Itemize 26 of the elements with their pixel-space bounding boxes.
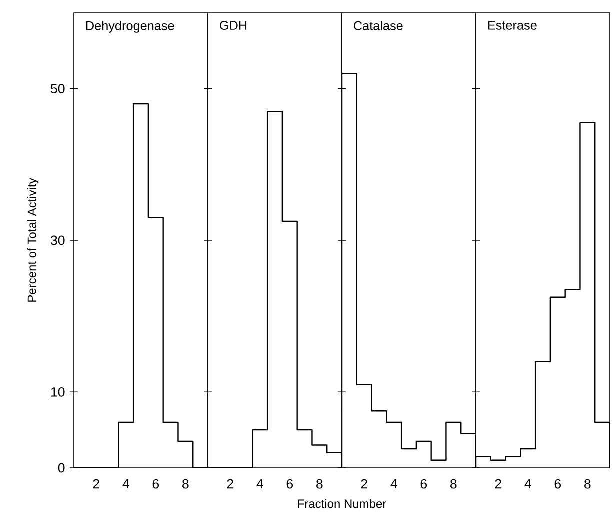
y-tick-label: 10 [51,387,65,397]
y-tick-label: 30 [50,236,65,246]
x-tick-label: 8 [182,479,189,489]
y-axis-title: Percent of Total Activity [27,178,39,302]
x-tick-label: 2 [227,479,234,489]
x-tick-label: 2 [495,479,502,489]
x-tick-label: 8 [450,479,457,489]
y-tick-label: 0 [58,463,65,473]
x-tick-label: 6 [152,479,160,489]
x-tick-label: 4 [390,479,398,489]
x-tick-label: 4 [122,479,130,489]
x-tick-label: 4 [256,479,264,489]
text: Catalase [354,21,403,30]
x-tick-label: 4 [524,479,532,489]
x-axis-title: Fraction Number [298,499,386,508]
x-tick-label: 6 [286,479,294,489]
x-tick-label: 8 [316,479,323,489]
x-tick-label: 8 [584,479,591,489]
chart-title: GDH [220,21,247,30]
y-tick-label: 50 [51,84,65,94]
text: Dehydrogenase [86,21,174,33]
chart-title: Esterase [488,21,537,30]
x-tick-label: 2 [93,479,100,489]
x-tick-label: 6 [554,479,562,489]
x-tick-label: 6 [420,479,428,489]
x-tick-label: 2 [361,479,368,489]
